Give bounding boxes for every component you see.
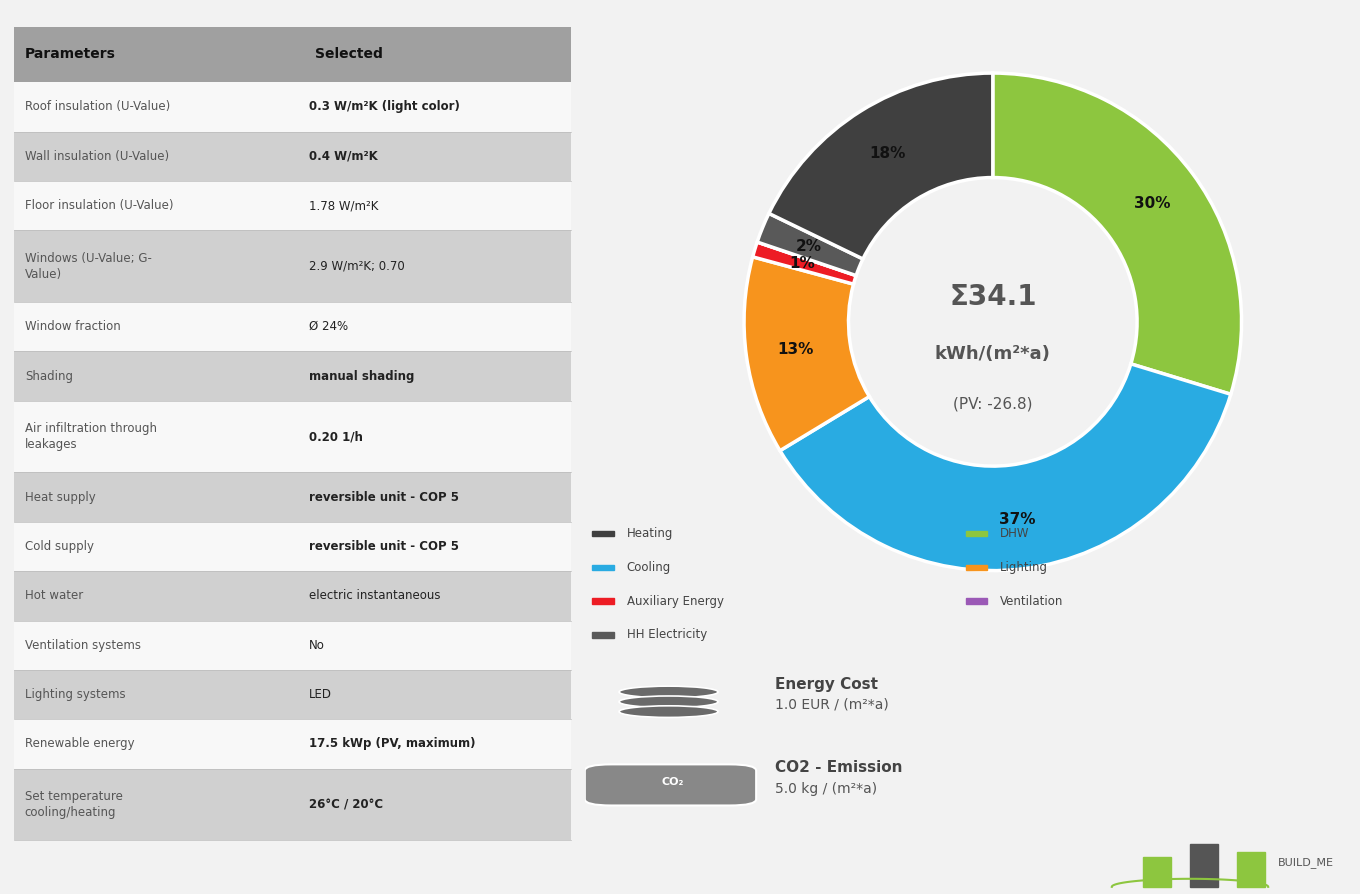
FancyBboxPatch shape <box>14 769 571 840</box>
Text: 30%: 30% <box>1134 196 1171 211</box>
Ellipse shape <box>619 706 718 717</box>
Bar <box>966 598 987 604</box>
Text: Heating: Heating <box>627 527 673 540</box>
FancyBboxPatch shape <box>585 764 756 805</box>
Text: 2.9 W/m²K; 0.70: 2.9 W/m²K; 0.70 <box>309 259 405 273</box>
Text: Renewable energy: Renewable energy <box>24 738 135 750</box>
Text: Heat supply: Heat supply <box>24 491 95 503</box>
Text: Ventilation: Ventilation <box>1000 595 1064 608</box>
Bar <box>593 632 613 637</box>
Text: Lighting: Lighting <box>1000 561 1047 574</box>
Wedge shape <box>752 242 857 284</box>
Text: manual shading: manual shading <box>309 369 415 383</box>
FancyBboxPatch shape <box>14 620 571 670</box>
Bar <box>1190 844 1219 887</box>
Text: Parameters: Parameters <box>24 47 116 62</box>
Wedge shape <box>781 364 1231 570</box>
Text: 1.78 W/m²K: 1.78 W/m²K <box>309 199 378 212</box>
Text: 37%: 37% <box>1000 511 1036 527</box>
Text: No: No <box>309 638 325 652</box>
Text: Selected: Selected <box>314 47 382 62</box>
Text: 26°C / 20°C: 26°C / 20°C <box>309 798 384 811</box>
Text: Wall insulation (U-Value): Wall insulation (U-Value) <box>24 149 169 163</box>
Text: 1%: 1% <box>790 257 815 272</box>
Bar <box>1142 857 1171 887</box>
Wedge shape <box>993 73 1242 394</box>
Text: electric instantaneous: electric instantaneous <box>309 589 441 603</box>
Text: BUILD_ME: BUILD_ME <box>1277 857 1334 868</box>
Text: Cold supply: Cold supply <box>24 540 94 553</box>
FancyBboxPatch shape <box>14 82 571 131</box>
Text: Auxiliary Energy: Auxiliary Energy <box>627 595 724 608</box>
Text: Shading: Shading <box>24 369 72 383</box>
Wedge shape <box>758 242 857 275</box>
Ellipse shape <box>619 687 718 697</box>
Text: 2%: 2% <box>796 239 821 254</box>
FancyBboxPatch shape <box>14 181 571 231</box>
Text: 0.4 W/m²K: 0.4 W/m²K <box>309 149 378 163</box>
Text: Air infiltration through
leakages: Air infiltration through leakages <box>24 422 156 451</box>
FancyBboxPatch shape <box>14 670 571 720</box>
FancyBboxPatch shape <box>14 571 571 620</box>
Text: 0.3 W/m²K (light color): 0.3 W/m²K (light color) <box>309 100 460 114</box>
FancyBboxPatch shape <box>14 401 571 472</box>
FancyBboxPatch shape <box>14 27 571 82</box>
Text: HH Electricity: HH Electricity <box>627 628 707 641</box>
Text: 18%: 18% <box>869 146 906 161</box>
Text: reversible unit - COP 5: reversible unit - COP 5 <box>309 491 460 503</box>
Bar <box>1238 852 1265 887</box>
Text: (PV: -26.8): (PV: -26.8) <box>953 396 1032 411</box>
Bar <box>593 531 613 536</box>
Text: Σ34.1: Σ34.1 <box>949 283 1036 311</box>
FancyBboxPatch shape <box>14 472 571 522</box>
Text: Set temperature
cooling/heating: Set temperature cooling/heating <box>24 790 122 819</box>
Text: Window fraction: Window fraction <box>24 320 121 333</box>
Text: CO2 - Emission: CO2 - Emission <box>775 760 903 774</box>
Wedge shape <box>768 73 993 259</box>
Text: 0.20 1/h: 0.20 1/h <box>309 430 363 443</box>
Ellipse shape <box>619 696 718 708</box>
Text: LED: LED <box>309 688 332 701</box>
FancyBboxPatch shape <box>14 302 571 351</box>
Text: DHW: DHW <box>1000 527 1030 540</box>
Text: Lighting systems: Lighting systems <box>24 688 125 701</box>
Text: Hot water: Hot water <box>24 589 83 603</box>
FancyBboxPatch shape <box>14 231 571 302</box>
Bar <box>966 564 987 570</box>
FancyBboxPatch shape <box>14 522 571 571</box>
Text: 17.5 kWp (PV, maximum): 17.5 kWp (PV, maximum) <box>309 738 476 750</box>
Bar <box>966 531 987 536</box>
Text: Windows (U-Value; G-
Value): Windows (U-Value; G- Value) <box>24 251 151 281</box>
Text: CO₂: CO₂ <box>661 777 684 788</box>
Text: kWh/(m²*a): kWh/(m²*a) <box>934 345 1051 363</box>
Text: reversible unit - COP 5: reversible unit - COP 5 <box>309 540 460 553</box>
Wedge shape <box>758 214 864 275</box>
Text: Roof insulation (U-Value): Roof insulation (U-Value) <box>24 100 170 114</box>
Bar <box>593 564 613 570</box>
Text: Cooling: Cooling <box>627 561 670 574</box>
Text: Ø 24%: Ø 24% <box>309 320 348 333</box>
FancyBboxPatch shape <box>14 351 571 401</box>
FancyBboxPatch shape <box>14 131 571 181</box>
Text: Floor insulation (U-Value): Floor insulation (U-Value) <box>24 199 173 212</box>
Bar <box>593 598 613 604</box>
FancyBboxPatch shape <box>14 720 571 769</box>
Text: 1.0 EUR / (m²*a): 1.0 EUR / (m²*a) <box>775 697 889 712</box>
Text: 5.0 kg / (m²*a): 5.0 kg / (m²*a) <box>775 781 877 796</box>
Wedge shape <box>744 257 869 451</box>
Text: Energy Cost: Energy Cost <box>775 678 879 692</box>
Text: 13%: 13% <box>778 342 813 357</box>
Text: Ventilation systems: Ventilation systems <box>24 638 140 652</box>
